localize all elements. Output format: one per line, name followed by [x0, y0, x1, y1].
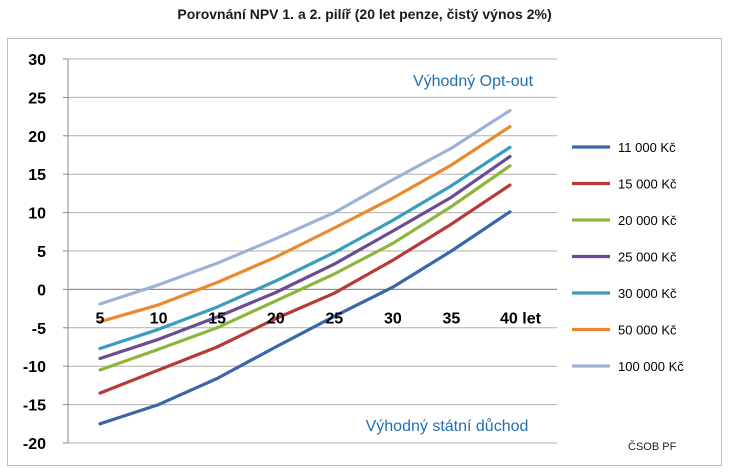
x-tick-label: 35	[443, 310, 461, 327]
chart-frame	[7, 38, 722, 466]
source-note: ČSOB PF	[628, 441, 677, 453]
series-line	[98, 124, 512, 324]
series-line	[98, 164, 512, 372]
y-tick-label: 15	[28, 167, 46, 184]
legend-label: 30 000 Kč	[618, 286, 677, 301]
x-tick-label: 10	[150, 310, 168, 327]
series-line	[98, 210, 512, 426]
x-tick-label: 25	[325, 310, 343, 327]
annotation-state-pension: Výhodný státní důchod	[366, 417, 529, 435]
y-tick-label: -15	[23, 398, 46, 415]
x-tick-label: 30	[384, 310, 402, 327]
tick-labels: -20 -15 -10 -5 0 5 10 15 20 25 30 5 10 15 20 25 30 35 40 l…	[23, 52, 542, 453]
y-tick-label: 30	[28, 52, 46, 69]
legend-label: 20 000 Kč	[618, 213, 677, 228]
legend: 11 000 Kč 15 000 Kč 20 000 Kč 25 000 Kč 30 0…	[572, 140, 684, 374]
y-tick-label: 5	[37, 244, 46, 261]
legend-label: 100 000 Kč	[618, 359, 684, 374]
y-tick-label: -20	[23, 436, 46, 453]
y-tick-label: 0	[37, 282, 46, 299]
series-line	[98, 154, 512, 361]
x-tick-label: 40 let	[500, 310, 542, 327]
chart-title: Porovnání NPV 1. a 2. pilíř (20 let penz…	[177, 6, 552, 22]
y-tick-label: -5	[32, 321, 46, 338]
legend-label: 11 000 Kč	[618, 140, 676, 155]
y-tick-label: -10	[23, 359, 46, 376]
x-tick-label: 20	[267, 310, 285, 327]
series-line	[98, 108, 512, 306]
y-tick-label: 10	[28, 206, 46, 223]
series-lines	[98, 108, 512, 426]
annotation-opt-out: Výhodný Opt-out	[413, 73, 534, 90]
y-tick-label: 20	[28, 129, 46, 146]
series-line	[98, 183, 512, 395]
legend-label: 15 000 Kč	[618, 177, 677, 192]
legend-label: 50 000 Kč	[618, 323, 677, 338]
y-tick-label: 25	[28, 90, 46, 107]
gridlines	[68, 58, 557, 444]
x-tick-label: 5	[96, 310, 105, 327]
x-tick-label: 15	[208, 310, 226, 327]
legend-label: 25 000 Kč	[618, 250, 677, 265]
series-line	[98, 145, 512, 351]
